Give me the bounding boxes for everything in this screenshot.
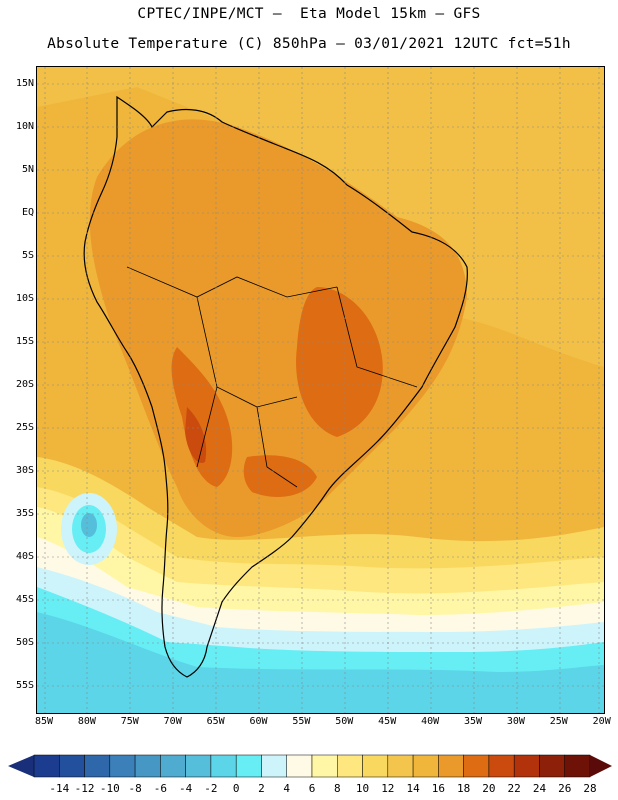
colorbar-swatch <box>564 754 591 778</box>
colorbar-low-arrow <box>8 755 34 777</box>
colorbar-label: -10 <box>99 782 120 795</box>
colorbar-label: 24 <box>532 782 547 795</box>
longitude-label: 30W <box>506 716 525 727</box>
longitude-label: 45W <box>378 716 397 727</box>
longitude-label: 85W <box>34 716 54 727</box>
colorbar-label: 20 <box>482 782 496 795</box>
colorbar-label: -14 <box>49 782 70 795</box>
colorbar-label: 14 <box>406 782 420 795</box>
longitude-label: 35W <box>463 716 483 727</box>
coastline <box>83 95 468 678</box>
colorbar-swatch <box>33 754 60 778</box>
field-hot-core-max <box>185 407 207 463</box>
latitude-label: 25S <box>15 422 34 433</box>
chart-title-line-1: CPTEC/INPE/MCT – Eta Model 15km – GFS <box>137 6 481 22</box>
colorbar-swatch <box>387 754 414 778</box>
colorbar-label: -2 <box>204 782 218 795</box>
colorbar-swatch <box>337 754 363 778</box>
latitude-label: EQ <box>21 207 34 218</box>
longitude-label: 25W <box>549 716 568 727</box>
colorbar-swatch <box>463 754 490 778</box>
colorbar-swatch <box>488 754 515 778</box>
colorbar-label: -6 <box>153 782 167 795</box>
field-continent-warm <box>89 119 468 537</box>
colorbar-swatch <box>362 754 389 778</box>
colorbar-swatch <box>134 754 161 778</box>
colorbar-label: 22 <box>507 782 521 795</box>
latitude-label: 20S <box>15 379 34 390</box>
latitude-label: 15N <box>15 78 34 89</box>
latitude-label: 5N <box>21 164 34 175</box>
field-hot-core-west <box>171 347 233 487</box>
colorbar-swatch <box>160 754 186 778</box>
colorbar-swatch <box>438 754 464 778</box>
latitude-label: 55S <box>15 680 34 691</box>
longitude-label: 20W <box>592 716 611 727</box>
colorbar-swatch <box>235 754 262 778</box>
country-borders <box>126 266 418 488</box>
longitude-label: 80W <box>77 716 96 727</box>
latitude-label: 10S <box>15 293 34 304</box>
latitude-label: 40S <box>15 551 34 562</box>
latitude-label: 35S <box>15 508 34 519</box>
colorbar-label: 8 <box>333 782 341 795</box>
colorbar-swatch <box>311 754 338 778</box>
chart-title-line-2: Absolute Temperature (C) 850hPa – 03/01/… <box>47 36 571 52</box>
colorbar-label: 2 <box>258 782 265 795</box>
longitude-label: 75W <box>120 716 139 727</box>
colorbar-swatch <box>84 754 111 778</box>
latitude-label: 10N <box>15 121 34 132</box>
temperature-map <box>36 66 605 714</box>
colorbar-swatch <box>185 754 212 778</box>
longitude-label: 60W <box>249 716 268 727</box>
field-hot-core-east <box>296 287 383 437</box>
field-band-0 <box>37 612 604 713</box>
colorbar-label: 28 <box>583 782 597 795</box>
longitude-label: 50W <box>335 716 354 727</box>
colorbar-swatch <box>539 754 565 778</box>
colorbar-label: 4 <box>283 782 291 795</box>
colorbar-swatch <box>109 754 136 778</box>
longitude-label: 65W <box>206 716 225 727</box>
field-cold-pocket-core <box>81 513 97 537</box>
colorbar-swatch <box>412 754 439 778</box>
colorbar-label: -4 <box>179 782 193 795</box>
colorbar-swatch <box>513 754 540 778</box>
latitude-label: 15S <box>15 336 34 347</box>
colorbar-label: 6 <box>308 782 316 795</box>
colorbar-swatch <box>210 754 237 778</box>
colorbar-label: 0 <box>232 782 240 795</box>
longitude-label: 40W <box>421 716 440 727</box>
longitude-label: 70W <box>163 716 182 727</box>
colorbar-label: 16 <box>431 782 445 795</box>
colorbar-high-arrow <box>590 755 612 777</box>
colorbar-label: 26 <box>558 782 572 795</box>
colorbar-label: 10 <box>355 782 370 795</box>
colorbar <box>8 754 612 778</box>
colorbar-label: -12 <box>74 782 95 795</box>
colorbar-swatch <box>286 754 313 778</box>
longitude-label: 55W <box>292 716 311 727</box>
map-canvas <box>37 67 604 713</box>
latitude-label: 5S <box>21 250 34 261</box>
colorbar-label: 18 <box>457 782 471 795</box>
colorbar-swatch <box>261 754 287 778</box>
colorbar-label: 12 <box>381 782 395 795</box>
colorbar-swatch <box>59 754 85 778</box>
colorbar-label: -8 <box>128 782 142 795</box>
latitude-label: 50S <box>15 637 34 648</box>
latitude-label: 30S <box>15 465 34 476</box>
latitude-label: 45S <box>15 594 34 605</box>
